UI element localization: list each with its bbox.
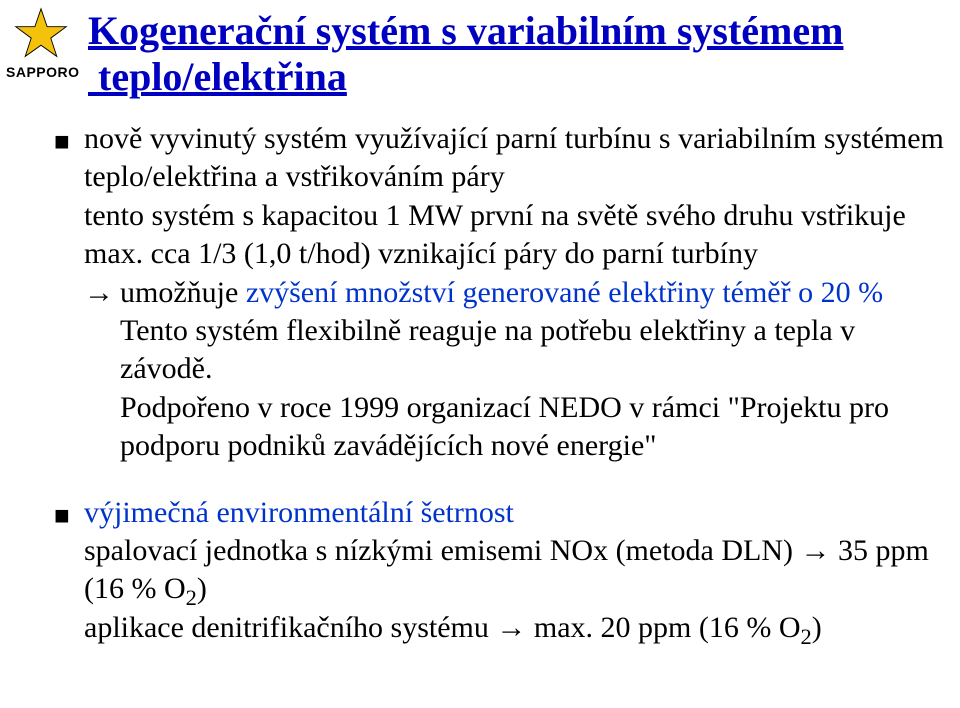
b1-p1: nově vyvinutý systém využívající parní t…: [84, 120, 950, 197]
star-icon: [13, 6, 69, 62]
b2-l1b: ): [197, 572, 207, 605]
bullet-2-content: výjimečná environmentální šetrnost spalo…: [84, 494, 950, 648]
bullet-mark: ■: [54, 120, 84, 274]
title-line1: Kogenerační systém s variabilním systéme…: [88, 8, 843, 53]
arrow-icon: →: [84, 274, 120, 466]
b2-l2a: aplikace denitrifikačního systému → max.…: [84, 611, 801, 644]
brand-logo: SAPPORO: [6, 6, 76, 80]
b1-arrow-p2: Podpořeno v roce 1999 organizací NEDO v …: [120, 389, 950, 466]
title-line2: teplo/elektřina: [98, 54, 347, 99]
b1-arrow-rest: Tento systém flexibilně reaguje na potře…: [120, 312, 950, 389]
bullet-mark: ■: [54, 494, 84, 648]
b2-l1a: spalovací jednotka s nízkými emisemi NOx…: [84, 534, 929, 605]
subscript-2: 2: [186, 585, 197, 610]
slide: SAPPORO Kogenerační systém s variabilním…: [0, 0, 960, 708]
b1-arrow-blue: zvýšení množství generované elektřiny té…: [246, 276, 883, 309]
slide-body: ■ nově vyvinutý systém využívající parní…: [54, 120, 950, 647]
slide-title: Kogenerační systém s variabilním systéme…: [88, 8, 843, 100]
bullet-1-content: nově vyvinutý systém využívající parní t…: [84, 120, 950, 274]
b1-arrow-pre: umožňuje: [120, 276, 246, 309]
b1-arrow-text: umožňuje zvýšení množství generované ele…: [120, 274, 950, 466]
brand-text: SAPPORO: [6, 64, 76, 80]
b1-arrow-block: → umožňuje zvýšení množství generované e…: [84, 274, 950, 466]
b2-line1: spalovací jednotka s nízkými emisemi NOx…: [84, 532, 950, 609]
bullet-1: ■ nově vyvinutý systém využívající parní…: [54, 120, 950, 274]
bullet-2: ■ výjimečná environmentální šetrnost spa…: [54, 494, 950, 648]
b2-l2b: ): [812, 611, 822, 644]
b1-p2: tento systém s kapacitou 1 MW první na s…: [84, 197, 950, 274]
b2-head: výjimečná environmentální šetrnost: [84, 494, 950, 532]
b2-line2: aplikace denitrifikačního systému → max.…: [84, 609, 950, 647]
subscript-2: 2: [801, 624, 812, 649]
